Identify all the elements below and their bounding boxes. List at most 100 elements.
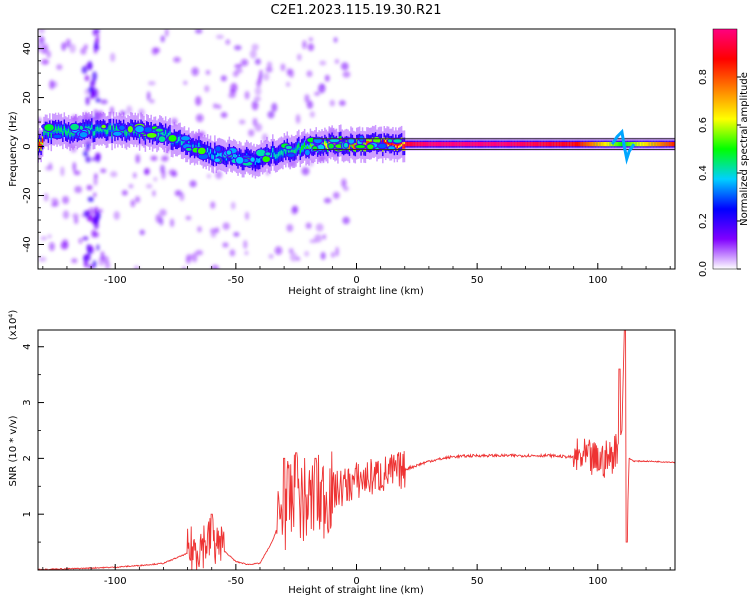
colorbar-tick-label: 0.6 bbox=[698, 117, 709, 133]
streak-speckle bbox=[84, 75, 90, 82]
x-tick-label: 100 bbox=[588, 576, 607, 587]
speckle bbox=[65, 38, 71, 48]
streak-speckle bbox=[94, 29, 100, 33]
ridge-core bbox=[570, 141, 572, 147]
speckle bbox=[153, 47, 161, 54]
ridge-core bbox=[169, 131, 171, 136]
colorbar-label: Normalized spectral amplitude bbox=[739, 72, 750, 226]
streak-speckle bbox=[85, 156, 92, 163]
streak-speckle bbox=[89, 90, 95, 100]
ridge-core bbox=[642, 141, 645, 147]
speckle bbox=[197, 226, 202, 233]
ridge-core bbox=[670, 141, 672, 147]
ridge-core bbox=[471, 141, 474, 147]
speckle bbox=[319, 60, 327, 66]
ridge-core bbox=[303, 142, 306, 147]
speckle bbox=[340, 62, 349, 71]
speckle bbox=[229, 249, 236, 257]
ridge-core bbox=[567, 141, 569, 147]
y-tick-label: 4 bbox=[22, 344, 33, 350]
streak-speckle bbox=[93, 192, 97, 198]
ridge-blob bbox=[392, 138, 403, 144]
speckle bbox=[191, 252, 198, 263]
ridge-core bbox=[299, 149, 302, 154]
ridge-core bbox=[489, 141, 491, 147]
speckle bbox=[335, 246, 340, 257]
ridge-core bbox=[412, 141, 414, 147]
ridge-core bbox=[492, 141, 494, 147]
ridge-core bbox=[636, 141, 639, 147]
speckle bbox=[164, 29, 169, 37]
speckle bbox=[220, 75, 227, 82]
speckle bbox=[100, 168, 107, 174]
ridge-core bbox=[124, 130, 126, 135]
colorbar-gradient bbox=[712, 28, 738, 270]
ridge-blob bbox=[196, 146, 207, 156]
speckle bbox=[309, 111, 315, 118]
speckle bbox=[149, 98, 155, 104]
ridge-core bbox=[474, 141, 477, 147]
ridge-core bbox=[609, 141, 611, 147]
ridge-core bbox=[256, 157, 258, 163]
ridge-core bbox=[112, 125, 115, 130]
ridge-core bbox=[512, 141, 514, 147]
speckle bbox=[306, 100, 314, 109]
colorbar: 0.0 0.2 0.4 0.6 0.8 Normalized spectral ampl… bbox=[698, 28, 750, 277]
speckle bbox=[341, 178, 347, 188]
y-tick-label: 0 bbox=[22, 143, 33, 149]
streak-speckle bbox=[85, 96, 90, 106]
ridge-core bbox=[496, 141, 498, 147]
speckle bbox=[271, 102, 278, 113]
streak-speckle bbox=[84, 210, 90, 218]
speckle bbox=[314, 91, 320, 96]
ridge-core bbox=[613, 141, 616, 147]
ridge-core bbox=[668, 141, 671, 147]
ridge-blob bbox=[184, 146, 193, 152]
streak-speckle bbox=[82, 236, 89, 241]
ridge-core bbox=[432, 141, 435, 147]
ridge-core bbox=[587, 141, 590, 147]
ridge-core bbox=[138, 132, 141, 138]
colorbar-tick-label: 0.4 bbox=[698, 165, 709, 181]
ridge-core bbox=[180, 140, 183, 146]
ridge-core bbox=[464, 141, 467, 147]
ridge-core bbox=[639, 141, 642, 147]
speckle bbox=[152, 190, 156, 197]
speckle bbox=[304, 94, 310, 103]
ridge-core bbox=[218, 151, 220, 156]
snr-marks bbox=[38, 330, 675, 570]
ridge-core bbox=[538, 141, 540, 147]
ridge-core bbox=[505, 141, 507, 147]
x-tick-label: 50 bbox=[471, 275, 484, 286]
ridge-core bbox=[95, 127, 97, 132]
streak-speckle bbox=[93, 231, 99, 238]
ridge-core bbox=[597, 141, 600, 147]
ridge-core bbox=[438, 141, 441, 147]
ridge-core bbox=[655, 141, 658, 147]
speckle bbox=[110, 171, 118, 178]
speckle bbox=[71, 258, 78, 264]
speckle bbox=[308, 37, 314, 42]
ridge-core bbox=[276, 153, 278, 159]
y-tick-label: 40 bbox=[22, 42, 33, 55]
ridge-core bbox=[564, 141, 566, 147]
ridge-core bbox=[421, 141, 423, 147]
speckle bbox=[263, 72, 270, 81]
ridge-blob bbox=[386, 138, 394, 144]
ridge-core bbox=[484, 141, 487, 147]
ridge-core bbox=[584, 141, 587, 147]
streak-speckle bbox=[92, 71, 98, 81]
ridge-core bbox=[671, 141, 674, 147]
speckle bbox=[72, 213, 79, 219]
ridge-core bbox=[599, 141, 601, 147]
ridge-core bbox=[115, 125, 118, 131]
speckle bbox=[225, 39, 230, 45]
ridge-core bbox=[476, 141, 478, 147]
ridge-core bbox=[590, 141, 593, 147]
speckle bbox=[74, 185, 83, 194]
ridge-core bbox=[631, 141, 633, 147]
streak-speckle bbox=[92, 260, 97, 268]
speckle bbox=[234, 45, 242, 51]
ridge-core bbox=[560, 141, 562, 147]
ridge-core bbox=[166, 134, 168, 140]
